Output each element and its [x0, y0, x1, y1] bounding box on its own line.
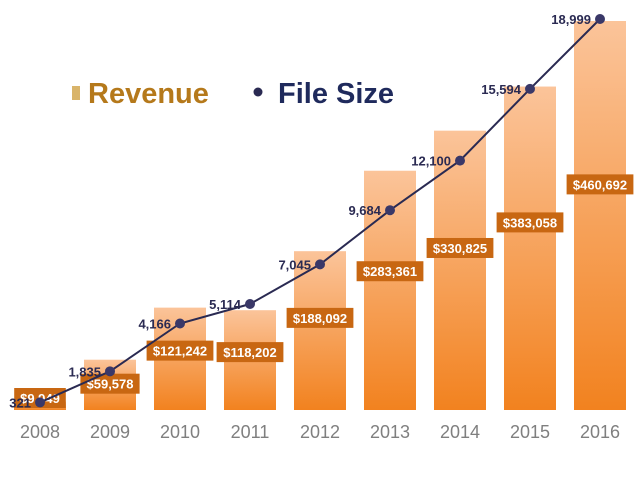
filesize-point: [455, 155, 465, 166]
filesize-point: [105, 366, 115, 377]
filesize-value-label: 15,594: [481, 82, 522, 97]
filesize-value-label: 5,114: [209, 297, 242, 312]
filesize-value-label: 9,684: [348, 203, 381, 218]
filesize-value-label: 18,999: [551, 12, 591, 27]
x-tick-label: 2015: [510, 422, 550, 442]
revenue-bar: [504, 86, 556, 411]
revenue-label-box: [286, 307, 354, 328]
revenue-value-label: $330,825: [433, 241, 487, 256]
filesize-point: [35, 397, 45, 408]
revenue-label-box: [356, 261, 424, 282]
filesize-point: [315, 259, 325, 270]
revenue-bar: [434, 130, 486, 410]
revenue-label-box: [496, 212, 564, 233]
revenue-value-label: $383,058: [503, 215, 557, 230]
revenue-value-label: $188,092: [293, 311, 347, 326]
legend: Revenue File Size: [72, 78, 394, 110]
legend-revenue-label: Revenue: [88, 78, 209, 110]
filesize-points: [35, 14, 605, 408]
x-tick-label: 2010: [160, 422, 200, 442]
filesize-value-label: 1,835: [68, 364, 101, 379]
filesize-value-label: 7,045: [278, 257, 311, 272]
x-tick-label: 2011: [231, 422, 270, 442]
filesize-point: [175, 318, 185, 329]
x-tick-label: 2013: [370, 422, 410, 442]
x-tick-label: 2014: [440, 422, 480, 442]
x-tick-label: 2008: [20, 422, 60, 442]
filesize-value-labels: 321 1,835 4,166 5,114 7,045 9,684 12,100 15,594…: [9, 12, 591, 410]
revenue-label-box: [216, 342, 284, 363]
legend-revenue-swatch: [72, 86, 80, 100]
filesize-point: [245, 299, 255, 310]
revenue-value-label: $118,202: [223, 345, 277, 360]
filesize-point: [385, 205, 395, 216]
legend-filesize-marker: [253, 87, 263, 97]
revenue-value-label: $283,361: [363, 264, 417, 279]
revenue-value-label: $59,578: [87, 377, 134, 392]
legend-filesize-label: File Size: [278, 78, 394, 110]
x-tick-label: 2009: [90, 422, 130, 442]
filesize-point: [595, 14, 605, 24]
filesize-value-label: 12,100: [411, 154, 451, 169]
x-tick-label: 2016: [580, 422, 620, 442]
filesize-value-label: 4,166: [138, 316, 171, 331]
filesize-value-label: 321: [9, 395, 31, 410]
revenue-value-label: $460,692: [573, 177, 627, 192]
revenue-label-box: [566, 174, 634, 195]
x-tick-label: 2012: [300, 422, 340, 442]
revenue-value-label: $121,242: [153, 344, 207, 359]
revenue-bar: [574, 21, 626, 410]
revenue-label-box: [146, 340, 214, 361]
revenue-label-box: [426, 237, 494, 258]
x-axis-ticks: 2008 2009 2010 2011 2012 2013 2014 2015 2016: [20, 422, 620, 442]
revenue-bar: [294, 251, 346, 410]
filesize-point: [525, 83, 535, 94]
